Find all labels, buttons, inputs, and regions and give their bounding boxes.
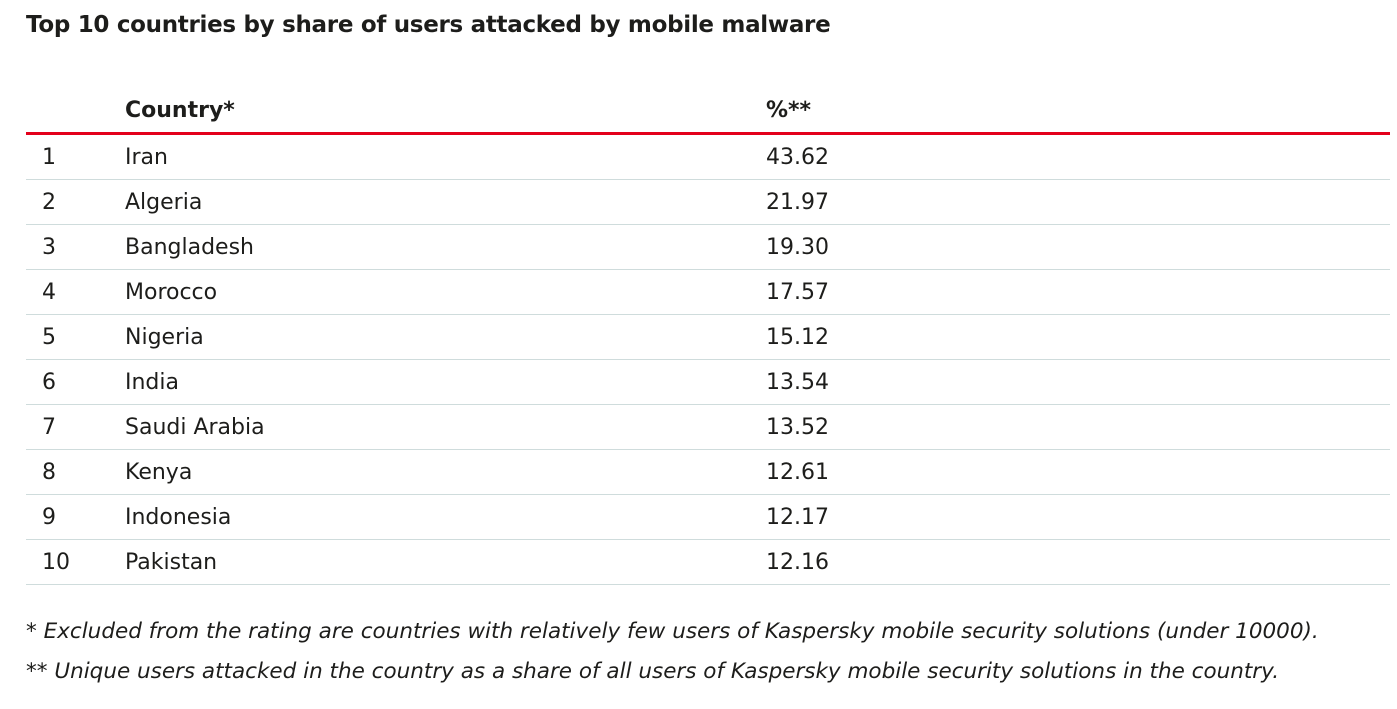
table-row: 4 Morocco 17.57 — [26, 269, 1390, 315]
country-cell: Nigeria — [125, 314, 766, 360]
rank-cell: 6 — [26, 359, 125, 405]
percent-cell: 12.16 — [766, 539, 1390, 585]
country-cell: India — [125, 359, 766, 405]
country-cell: Kenya — [125, 449, 766, 495]
rank-cell: 1 — [26, 133, 125, 180]
table-row: 3 Bangladesh 19.30 — [26, 224, 1390, 270]
percent-cell: 13.52 — [766, 404, 1390, 450]
footnote-percent-definition: ** Unique users attacked in the country … — [26, 659, 1280, 684]
percent-cell: 21.97 — [766, 179, 1390, 225]
rank-cell: 10 — [26, 539, 125, 585]
page-title: Top 10 countries by share of users attac… — [26, 12, 831, 38]
country-cell: Algeria — [125, 179, 766, 225]
percent-cell: 19.30 — [766, 224, 1390, 270]
rank-cell: 4 — [26, 269, 125, 315]
ranking-table: Country* %** 1 Iran 43.62 2 Algeria 21.97 3 Ban… — [26, 88, 1390, 585]
rank-cell: 8 — [26, 449, 125, 495]
percent-cell: 43.62 — [766, 133, 1390, 180]
country-cell: Saudi Arabia — [125, 404, 766, 450]
rank-cell: 9 — [26, 494, 125, 540]
rank-column-header — [26, 88, 125, 135]
table-row: 6 India 13.54 — [26, 359, 1390, 405]
country-cell: Indonesia — [125, 494, 766, 540]
table-body: 1 Iran 43.62 2 Algeria 21.97 3 Bangladesh 19.30 4… — [26, 133, 1390, 585]
table-row: 10 Pakistan 12.16 — [26, 539, 1390, 585]
table-row: 5 Nigeria 15.12 — [26, 314, 1390, 360]
percent-column-header: %** — [766, 88, 1390, 135]
rank-cell: 2 — [26, 179, 125, 225]
table-row: 2 Algeria 21.97 — [26, 179, 1390, 225]
rank-cell: 7 — [26, 404, 125, 450]
percent-cell: 17.57 — [766, 269, 1390, 315]
table-row: 1 Iran 43.62 — [26, 133, 1390, 180]
ranking-table-container: Country* %** 1 Iran 43.62 2 Algeria 21.97 3 Ban… — [26, 88, 1390, 585]
rank-cell: 3 — [26, 224, 125, 270]
table-row: 9 Indonesia 12.17 — [26, 494, 1390, 540]
footnotes: * Excluded from the rating are countries… — [26, 612, 1319, 692]
rank-cell: 5 — [26, 314, 125, 360]
country-cell: Iran — [125, 133, 766, 180]
table-row: 8 Kenya 12.61 — [26, 449, 1390, 495]
country-cell: Bangladesh — [125, 224, 766, 270]
country-cell: Morocco — [125, 269, 766, 315]
country-cell: Pakistan — [125, 539, 766, 585]
percent-cell: 12.17 — [766, 494, 1390, 540]
percent-cell: 12.61 — [766, 449, 1390, 495]
table-row: 7 Saudi Arabia 13.52 — [26, 404, 1390, 450]
table-header-row: Country* %** — [26, 88, 1390, 135]
footnote-country-exclusion: * Excluded from the rating are countries… — [26, 619, 1319, 644]
percent-cell: 13.54 — [766, 359, 1390, 405]
percent-cell: 15.12 — [766, 314, 1390, 360]
country-column-header: Country* — [125, 88, 766, 135]
